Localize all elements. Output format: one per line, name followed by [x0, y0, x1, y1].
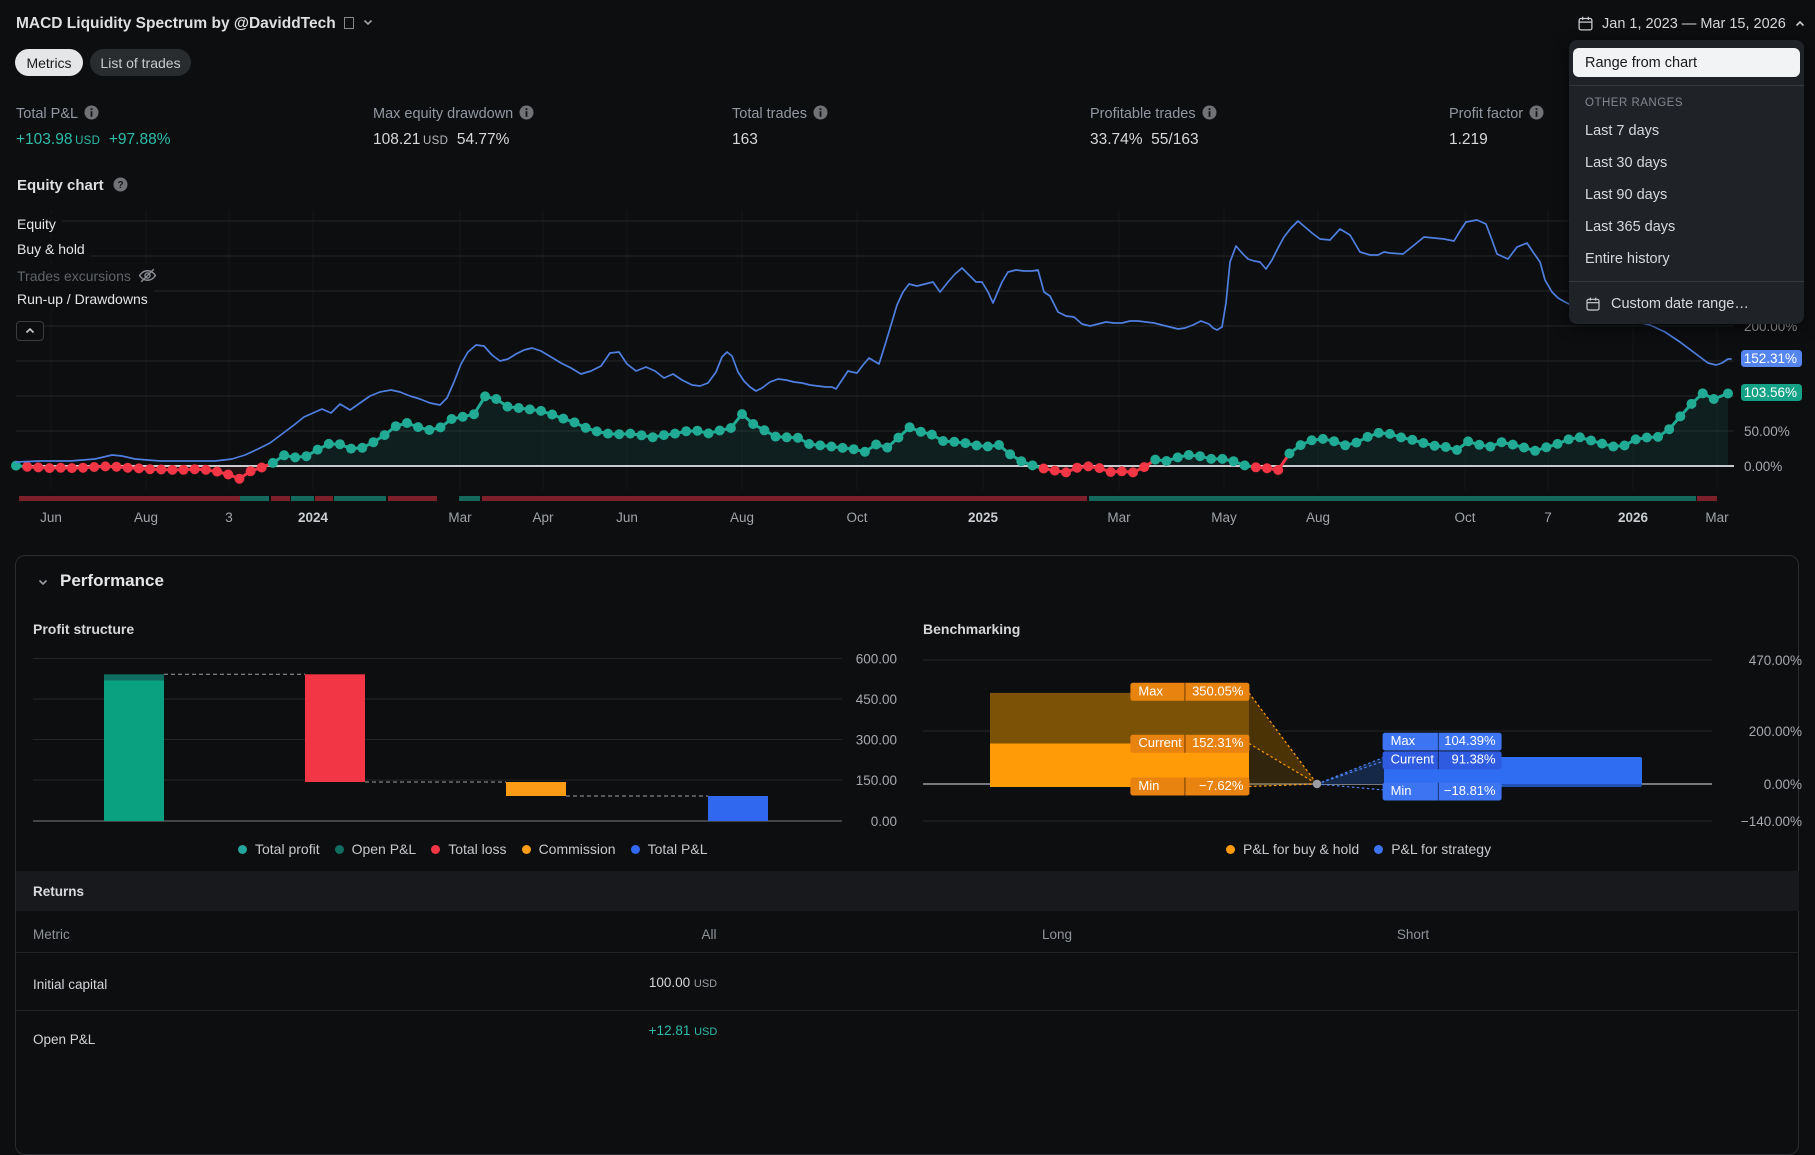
svg-text:7: 7	[1544, 510, 1552, 525]
svg-text:2026: 2026	[1618, 510, 1649, 525]
svg-text:200.00%: 200.00%	[1749, 724, 1802, 739]
svg-text:350.05%: 350.05%	[1192, 683, 1244, 698]
svg-text:3: 3	[225, 510, 233, 525]
svg-text:Mar: Mar	[1107, 510, 1131, 525]
svg-text:Jun: Jun	[40, 510, 62, 525]
svg-text:Jun: Jun	[616, 510, 638, 525]
svg-text:Aug: Aug	[134, 510, 158, 525]
svg-text:−18.81%: −18.81%	[1444, 783, 1496, 798]
svg-text:Mar: Mar	[448, 510, 472, 525]
svg-text:470.00%: 470.00%	[1749, 653, 1802, 668]
svg-text:91.38%: 91.38%	[1452, 752, 1497, 767]
svg-text:2024: 2024	[298, 510, 329, 525]
svg-text:Max: Max	[1391, 733, 1416, 748]
svg-text:0.00%: 0.00%	[1764, 777, 1802, 792]
svg-text:2025: 2025	[968, 510, 999, 525]
svg-text:Max: Max	[1138, 683, 1163, 698]
svg-text:Oct: Oct	[1454, 510, 1475, 525]
svg-text:103.56%: 103.56%	[1744, 385, 1797, 400]
svg-text:−140.00%: −140.00%	[1741, 814, 1802, 829]
svg-text:Mar: Mar	[1705, 510, 1729, 525]
svg-text:50.00%: 50.00%	[1744, 424, 1790, 439]
svg-text:0.00%: 0.00%	[1744, 459, 1782, 474]
svg-text:104.39%: 104.39%	[1444, 733, 1496, 748]
svg-text:May: May	[1211, 510, 1237, 525]
svg-text:−7.62%: −7.62%	[1199, 778, 1244, 793]
svg-text:Current: Current	[1138, 735, 1182, 750]
svg-text:Aug: Aug	[730, 510, 754, 525]
svg-text:152.31%: 152.31%	[1192, 735, 1244, 750]
svg-text:Current: Current	[1391, 752, 1435, 767]
svg-text:Oct: Oct	[846, 510, 867, 525]
svg-text:Min: Min	[1391, 783, 1412, 798]
svg-text:Min: Min	[1138, 778, 1159, 793]
svg-text:Apr: Apr	[532, 510, 554, 525]
svg-text:?: ?	[117, 180, 123, 191]
svg-text:Aug: Aug	[1306, 510, 1330, 525]
svg-text:152.31%: 152.31%	[1744, 351, 1797, 366]
